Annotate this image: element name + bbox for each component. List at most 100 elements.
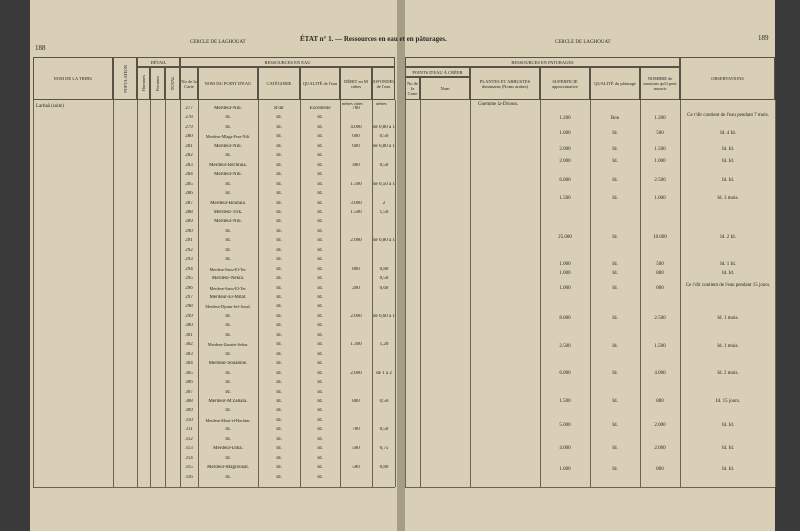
cell: Id. [225, 380, 231, 386]
cell: 1.000 [559, 286, 571, 291]
cell: Id. [612, 467, 618, 472]
cell: Id. Id. [721, 467, 735, 472]
cell: Id. [276, 436, 282, 442]
column-rule [420, 100, 421, 487]
cell: Id. [276, 219, 282, 225]
cell: Merdeur-Nili. [214, 143, 242, 149]
column-header: NOM DE LA TRIBU [33, 57, 113, 100]
cell: 279 [185, 124, 193, 130]
header-text: POPULATION [122, 64, 128, 93]
cell: Merdeur-Nili. [214, 106, 242, 111]
cell: Id. [225, 455, 231, 461]
cell: Merdeur-Djeam-bel-Aoud. [205, 304, 251, 310]
cell: Id. [612, 371, 618, 376]
cell: 310 [185, 417, 193, 423]
cell: 6.000 [559, 178, 571, 183]
cell: 800 [656, 286, 664, 291]
cell: Id. [225, 247, 231, 253]
cell: Id. [317, 238, 323, 244]
cell: Id. [317, 389, 323, 395]
cell: Id. [276, 398, 282, 404]
cell: Id. [276, 181, 282, 187]
cell: Id. [276, 342, 282, 348]
cell: Id. [317, 370, 323, 376]
column-header: TOTAL [165, 67, 180, 100]
cell: 309 [185, 408, 193, 414]
cell: 1.000 [559, 262, 571, 267]
cell: Id. [225, 228, 231, 234]
cell: Id. [225, 351, 231, 357]
cell: Id. [276, 285, 282, 291]
cell: 8.000 [559, 316, 571, 321]
cell: de 1 à 2 [376, 370, 392, 376]
cell: 2.000 [654, 423, 666, 428]
cell: 293 [185, 257, 193, 263]
cell: Id. [225, 323, 231, 329]
cell: 2.000 [350, 238, 362, 244]
cell: 2.000 [350, 370, 362, 376]
cell: Id. [317, 200, 323, 206]
running-header: CERCLE DE LAGHOUAT [555, 40, 611, 45]
column-header: Femmes [150, 67, 165, 100]
cell: Id. [317, 380, 323, 386]
cell: Id. [612, 446, 618, 451]
cell: 3.000 [350, 200, 362, 206]
cell: 5.000 [559, 423, 571, 428]
cell: Id. [317, 332, 323, 338]
cell: Id. [276, 200, 282, 206]
cell: Id. [317, 285, 323, 291]
column-header: DÉBIT en M cubes [340, 67, 372, 100]
cell: Id. [276, 191, 282, 197]
header-text: NOM DU POINT D'EAU [204, 81, 252, 86]
cell: 295 [185, 276, 193, 282]
header-text: CATÉGORIE [266, 81, 292, 86]
cell: 316 [185, 474, 193, 480]
cell: 1.200 [559, 116, 571, 121]
cell: Id. [317, 228, 323, 234]
cell: 0,50 [379, 276, 389, 282]
cell: Id. Id. [721, 147, 735, 152]
cell: 1.500 [654, 344, 666, 349]
cell: 288 [185, 209, 193, 215]
cell: Id. [276, 465, 282, 471]
cell: 292 [185, 247, 193, 253]
column-rule [300, 100, 301, 487]
page-title: ÉTAT n° 1. — Ressources en eau et en pât… [300, 35, 447, 43]
column-rule [198, 100, 199, 487]
column-header: POINTS D'EAU À CRÉER [405, 67, 470, 77]
cell: 1,50 [379, 209, 389, 215]
cell: Id. [276, 389, 282, 395]
cell: 307 [185, 389, 193, 395]
cell: Id. [276, 266, 282, 272]
cell: Id. [317, 446, 323, 452]
cell: Id. [317, 304, 323, 310]
cell: de 0,50 à 1 [373, 181, 395, 187]
cell: 281 [185, 143, 193, 149]
cell: 302 [185, 342, 193, 348]
cell: Merdeur-Saou-El-Ter. [209, 266, 247, 272]
cell: de 0,80 à 1,20 [373, 238, 395, 244]
tribe-name: Larbaâ (suite) [36, 104, 64, 109]
cell: Id. [612, 147, 618, 152]
cell: 1.500 [350, 209, 362, 215]
cell: Merdeur-Saou-El-Ter. [209, 285, 247, 291]
cell: Id. [612, 344, 618, 349]
cell: 280 [185, 134, 193, 140]
header-text: Hommes [141, 75, 146, 92]
cell: 303 [185, 351, 193, 357]
header-text: Femmes [155, 75, 160, 92]
cell: 1.500 [559, 399, 571, 404]
cell: Merdeur-Mouï-el-Hachim. [205, 417, 251, 423]
cell: 312 [185, 436, 193, 442]
running-header: CERCLE DE LAGHOUAT [190, 40, 246, 45]
cell: 277 [185, 106, 193, 111]
cell: Id. [317, 134, 323, 140]
cell: Id. [317, 465, 323, 471]
cell: Id. [317, 436, 323, 442]
cell: Id. [612, 271, 618, 276]
cell: 0,50 [379, 162, 389, 168]
cell: Id. [276, 323, 282, 329]
unit-label: mètres [376, 101, 387, 106]
cell: 296 [185, 285, 193, 291]
